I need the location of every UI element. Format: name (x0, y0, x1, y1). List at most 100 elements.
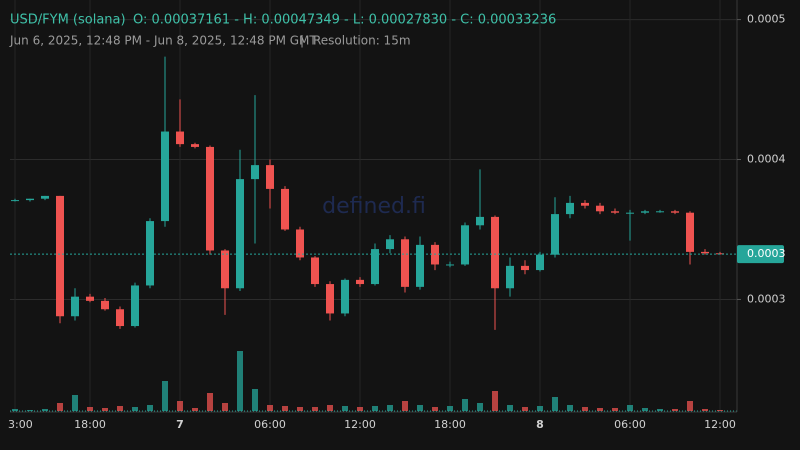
volume-bar (702, 409, 708, 411)
volume-bar (252, 389, 258, 411)
candle-body (491, 216, 499, 289)
volume-bar (627, 405, 633, 411)
x-tick-label: 06:00 (254, 418, 286, 431)
candle-body (266, 165, 274, 189)
candle-body (506, 265, 514, 289)
volume-bar (132, 407, 138, 411)
volume-bar (267, 405, 273, 411)
ohlc-legend: O: 0.00037161 - H: 0.00047349 - L: 0.000… (133, 13, 556, 28)
volume-bar (717, 410, 723, 411)
candle-body (596, 205, 604, 212)
candle-body (56, 195, 64, 317)
candle-body (521, 265, 529, 271)
y-tick-label: 0.0003 (747, 292, 786, 305)
x-tick-label: 06:00 (614, 418, 646, 431)
candle-body (176, 131, 184, 145)
candle-body (461, 225, 469, 265)
volume-bar (297, 407, 303, 411)
volume-bar (417, 405, 423, 411)
symbol-title: USD/FYM (solana) (10, 13, 126, 28)
candle-body (146, 221, 154, 286)
candle-body (446, 264, 454, 266)
candle-body (566, 202, 574, 215)
candle-body (161, 131, 169, 222)
candle-body (221, 250, 229, 289)
volume-bar (87, 407, 93, 411)
volume-bar (147, 405, 153, 411)
volume-bar (477, 403, 483, 411)
candle-body (251, 165, 259, 180)
candle-body (86, 296, 94, 301)
grid (10, 0, 737, 412)
y-tick-label: 0.0004 (747, 153, 786, 166)
x-tick-label: 3:00 (8, 418, 33, 431)
x-tick-label: 12:00 (704, 418, 736, 431)
candle-body (236, 179, 244, 289)
candle-body (116, 309, 124, 327)
candle-body (26, 198, 34, 201)
candle-body (191, 144, 199, 147)
volume-bar (492, 391, 498, 411)
candle-body (416, 244, 424, 287)
candle-body (581, 202, 589, 206)
volume-bar (342, 406, 348, 411)
volume-bar (42, 409, 48, 411)
x-tick-label: 8 (536, 418, 544, 431)
candle-body (476, 216, 484, 226)
volume-bar (72, 395, 78, 411)
volume-bar (312, 407, 318, 411)
y-tick-label: 0.0005 (747, 13, 786, 26)
volume-bar (672, 409, 678, 411)
candle-body (11, 200, 19, 202)
volume-bar (387, 405, 393, 411)
volume-bar (27, 410, 33, 411)
candle-body (701, 251, 709, 254)
candle-body (401, 239, 409, 287)
volume-bar (207, 393, 213, 411)
volume-bar (162, 381, 168, 411)
candle-body (71, 296, 79, 317)
separator: | (300, 34, 304, 48)
candle-body (431, 244, 439, 265)
volume-bar (372, 406, 378, 411)
x-tick-label: 12:00 (344, 418, 376, 431)
candle-body (296, 229, 304, 258)
volume-bar (117, 406, 123, 411)
watermark: defined.fi (322, 194, 426, 219)
candle-body (686, 212, 694, 252)
volume-bar (282, 406, 288, 411)
date-range: Jun 6, 2025, 12:48 PM - Jun 8, 2025, 12:… (9, 34, 317, 48)
candle-body (101, 300, 109, 310)
candle-body (131, 285, 139, 327)
candle-body (311, 257, 319, 285)
candle-body (611, 211, 619, 213)
volume-bar (687, 401, 693, 411)
candle-body (341, 279, 349, 314)
volume-bar (177, 401, 183, 411)
volume-bar (552, 397, 558, 411)
candle-body (281, 188, 289, 230)
volume-bar (402, 401, 408, 411)
volume-bar (657, 409, 663, 411)
x-tick-label: 7 (176, 418, 184, 431)
volume-bar (447, 406, 453, 411)
volume-bar (582, 407, 588, 411)
volume-bar (462, 399, 468, 411)
candle-body (371, 249, 379, 285)
candle-body (326, 284, 334, 314)
resolution: Resolution: 15m (313, 34, 411, 48)
volume-bar (597, 408, 603, 411)
volume-bar (12, 409, 18, 411)
x-tick-label: 18:00 (434, 418, 466, 431)
candle-body (626, 212, 634, 214)
candle-body (386, 239, 394, 250)
volume-bar (57, 403, 63, 411)
volume-bar (102, 408, 108, 411)
candle-body (641, 211, 649, 213)
plot (10, 56, 737, 412)
volume-bar (507, 405, 513, 411)
volume-bar (192, 408, 198, 411)
candle-body (206, 146, 214, 251)
candle-body (356, 279, 364, 285)
